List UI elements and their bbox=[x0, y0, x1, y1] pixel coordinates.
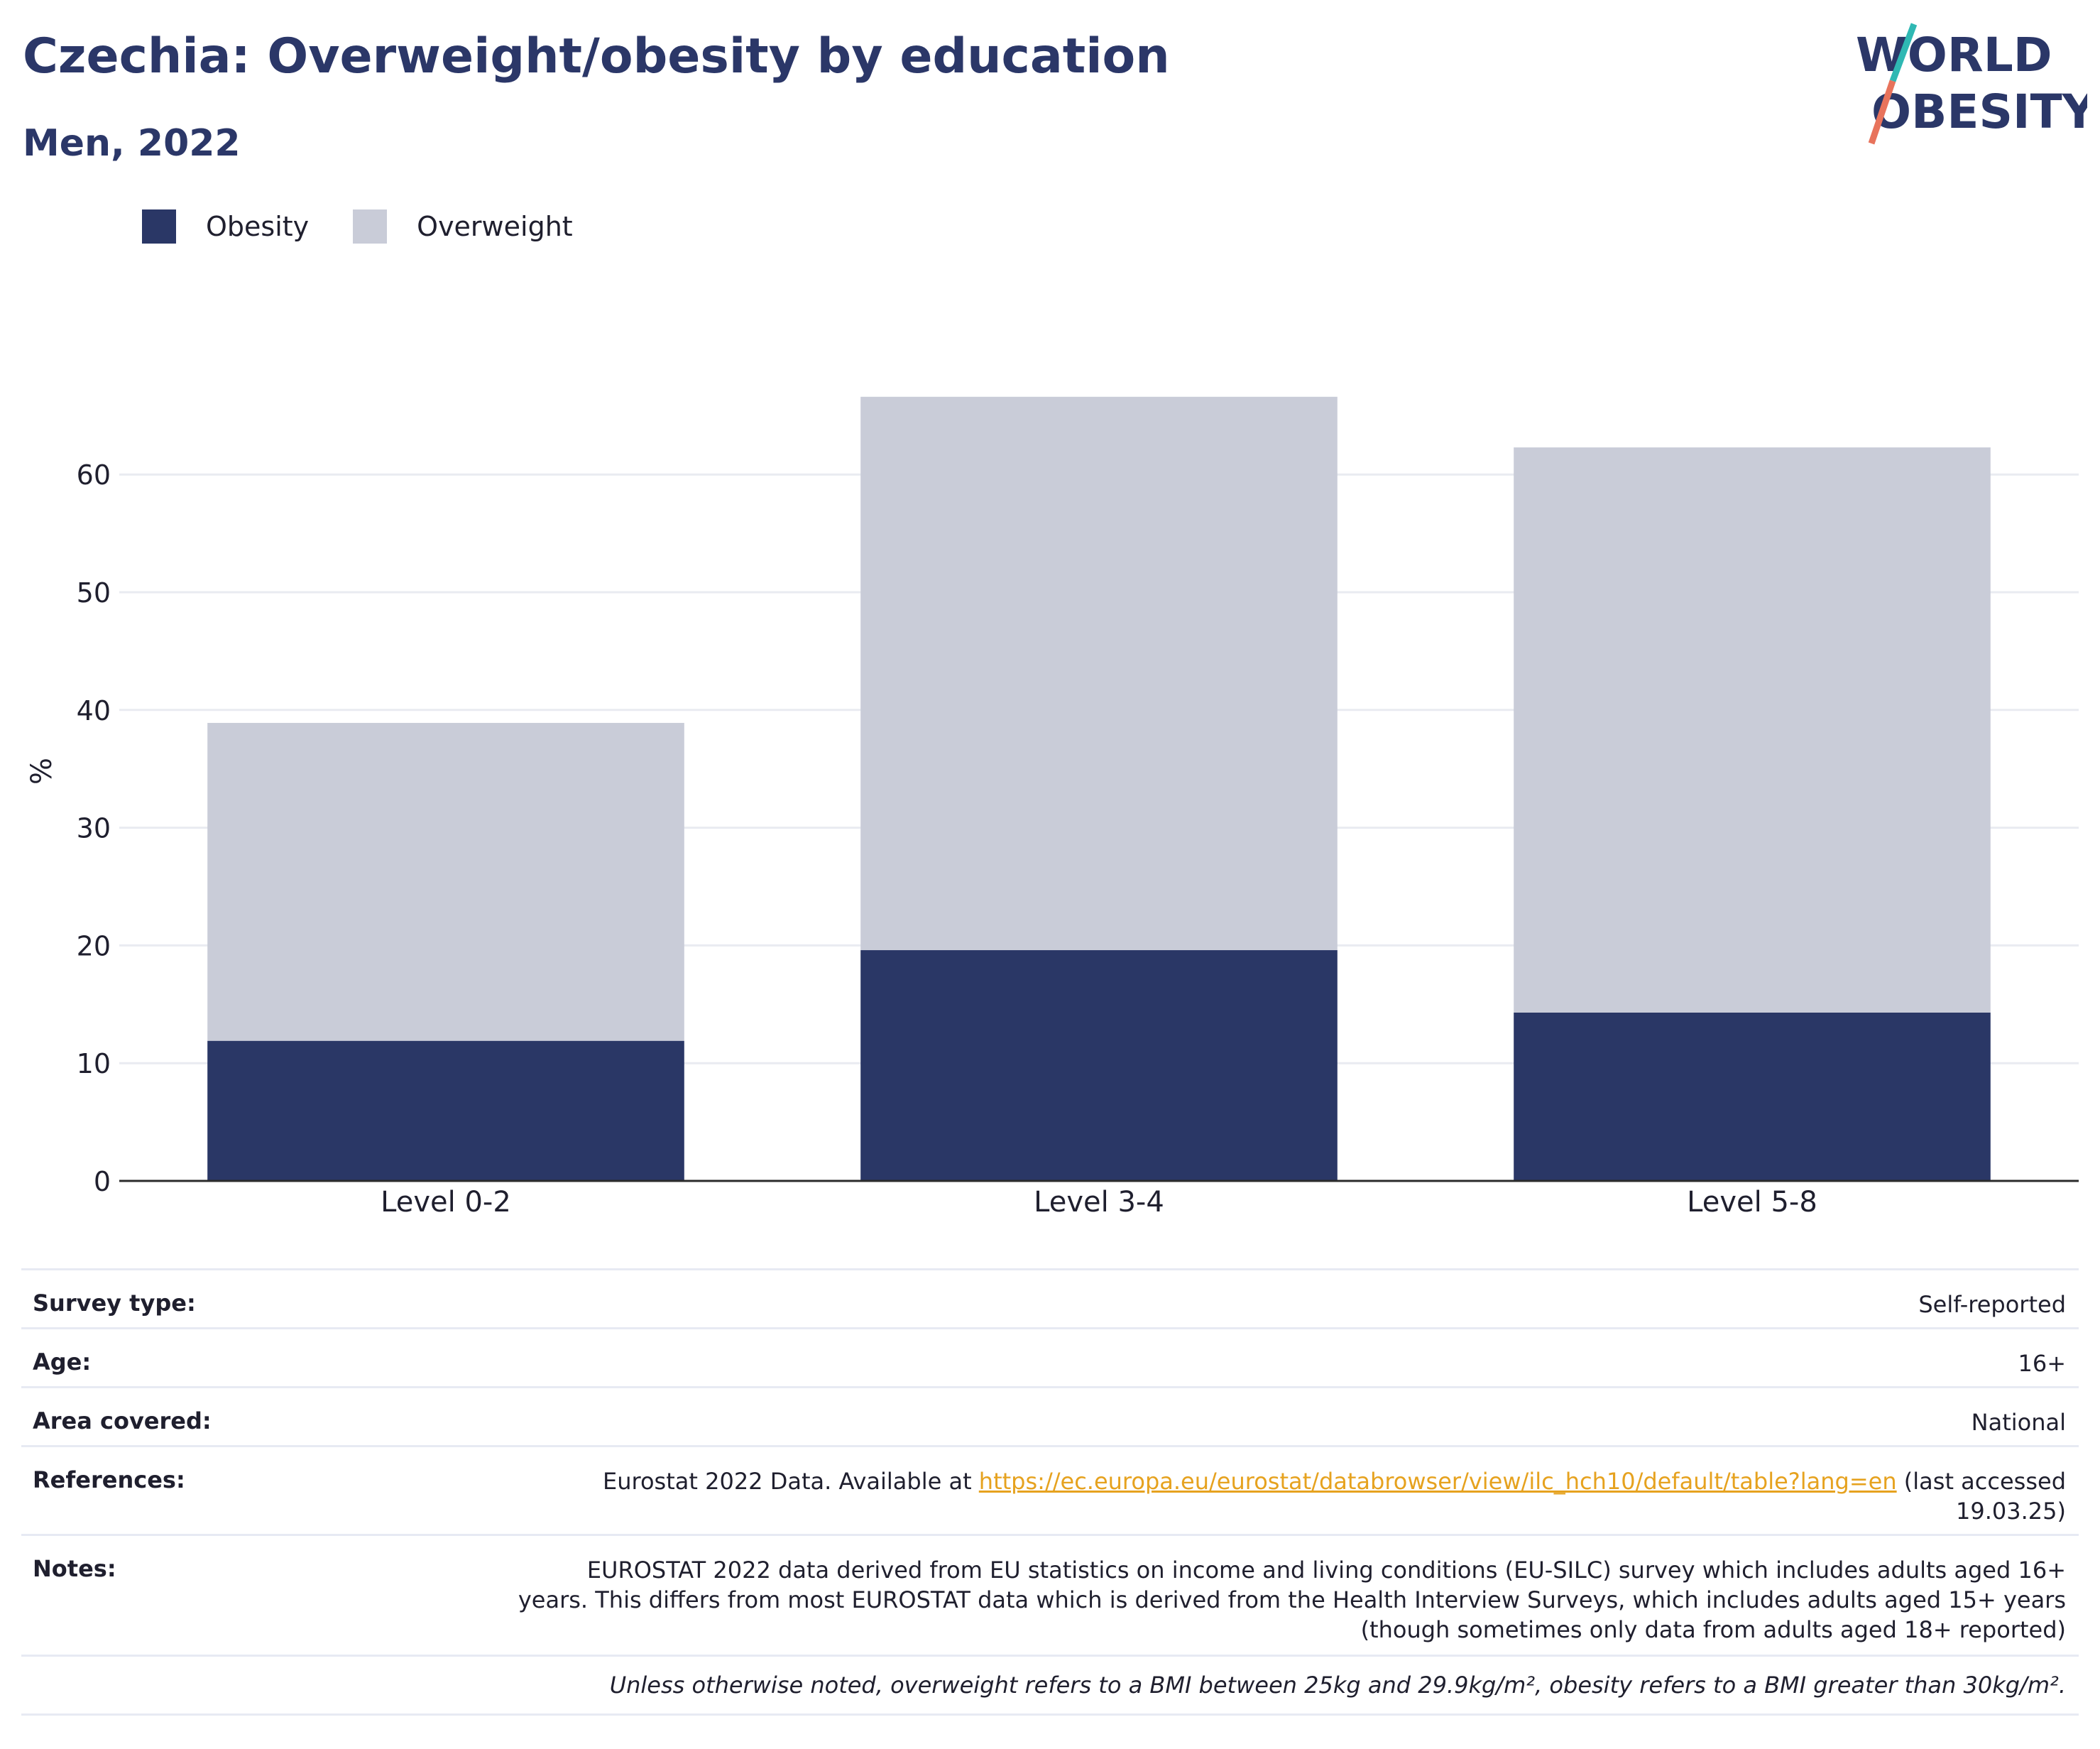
y-tick-label: 0 bbox=[94, 1166, 111, 1197]
meta-value-survey-type: Self-reported bbox=[1918, 1291, 2066, 1318]
notes-line-2: years. This differs from most EUROSTAT d… bbox=[518, 1586, 2066, 1613]
meta-row-area: Area covered: National bbox=[21, 1386, 2079, 1445]
meta-value-notes: EUROSTAT 2022 data derived from EU stati… bbox=[518, 1536, 2066, 1645]
meta-label-area: Area covered: bbox=[33, 1407, 212, 1434]
bar-overweight-1[interactable] bbox=[207, 723, 684, 1041]
logo-slash-teal bbox=[1889, 23, 1918, 82]
legend-swatch-overweight bbox=[353, 209, 388, 244]
chart-legend: Obesity Overweight bbox=[142, 209, 617, 244]
meta-value-references: Eurostat 2022 Data. Available at https:/… bbox=[603, 1447, 2066, 1526]
y-tick-label: 30 bbox=[77, 813, 111, 844]
x-tick-label: Level 0-2 bbox=[381, 1186, 511, 1219]
legend-item-obesity[interactable]: Obesity bbox=[142, 209, 309, 244]
y-tick-label: 40 bbox=[77, 695, 111, 726]
references-prefix: Eurostat 2022 Data. Available at bbox=[603, 1468, 979, 1495]
bar-obesity-1[interactable] bbox=[207, 1040, 684, 1181]
meta-row-notes: Notes: EUROSTAT 2022 data derived from E… bbox=[21, 1534, 2079, 1655]
meta-row-references: References: Eurostat 2022 Data. Availabl… bbox=[21, 1445, 2079, 1534]
meta-label-references: References: bbox=[33, 1466, 185, 1493]
y-tick-label: 10 bbox=[77, 1048, 111, 1079]
meta-label-age: Age: bbox=[33, 1348, 92, 1375]
y-tick-label: 20 bbox=[77, 930, 111, 961]
svg-text:WORLD: WORLD bbox=[1856, 28, 2052, 82]
page-subtitle: Men, 2022 bbox=[23, 122, 241, 165]
notes-line-1: EUROSTAT 2022 data derived from EU stati… bbox=[586, 1557, 2066, 1584]
meta-value-age: 16+ bbox=[2018, 1350, 2066, 1377]
meta-label-survey-type: Survey type: bbox=[33, 1290, 196, 1317]
references-suffix: (last accessed bbox=[1896, 1468, 2066, 1495]
x-axis-ticks: Level 0-2 Level 3-4 Level 5-8 bbox=[381, 1186, 1817, 1219]
y-axis-label: % bbox=[26, 758, 58, 785]
meta-value-area: National bbox=[1971, 1409, 2066, 1436]
logo-slash-coral bbox=[1868, 80, 1896, 145]
x-tick-label: Level 3-4 bbox=[1034, 1186, 1164, 1219]
bar-overweight-2[interactable] bbox=[860, 396, 1338, 951]
svg-text:OBESITY: OBESITY bbox=[1871, 85, 2087, 139]
stacked-bar-chart: 0 10 20 30 40 50 60 Level 0-2 Level 3-4 Level 5-… bbox=[26, 396, 2079, 1219]
bar-obesity-3[interactable] bbox=[1514, 1012, 1991, 1181]
legend-label-obesity: Obesity bbox=[206, 211, 310, 242]
bars bbox=[207, 396, 1991, 1181]
legend-item-overweight[interactable]: Overweight bbox=[353, 209, 573, 244]
meta-row-age: Age: 16+ bbox=[21, 1327, 2079, 1386]
references-suffix2: 19.03.25) bbox=[1956, 1498, 2066, 1525]
bar-obesity-2[interactable] bbox=[860, 950, 1338, 1181]
page-title: Czechia: Overweight/obesity by education bbox=[23, 28, 1170, 85]
world-obesity-logo: WORLD OBESITY bbox=[1856, 23, 2087, 145]
legend-swatch-obesity bbox=[142, 209, 176, 244]
bmi-footnote: Unless otherwise noted, overweight refer… bbox=[21, 1655, 2079, 1716]
bar-overweight-3[interactable] bbox=[1514, 447, 1991, 1013]
y-axis-ticks: 0 10 20 30 40 50 60 bbox=[77, 459, 111, 1197]
y-tick-label: 60 bbox=[77, 459, 111, 491]
legend-label-overweight: Overweight bbox=[417, 211, 573, 242]
y-tick-label: 50 bbox=[77, 577, 111, 609]
meta-row-survey-type: Survey type: Self-reported bbox=[21, 1268, 2079, 1327]
notes-line-3: (though sometimes only data from adults … bbox=[1360, 1616, 2066, 1643]
references-link[interactable]: https://ec.europa.eu/eurostat/databrowse… bbox=[978, 1468, 1897, 1495]
meta-label-notes: Notes: bbox=[33, 1555, 116, 1582]
metadata-table: Survey type: Self-reported Age: 16+ Area… bbox=[21, 1268, 2079, 1716]
x-tick-label: Level 5-8 bbox=[1687, 1186, 1817, 1219]
